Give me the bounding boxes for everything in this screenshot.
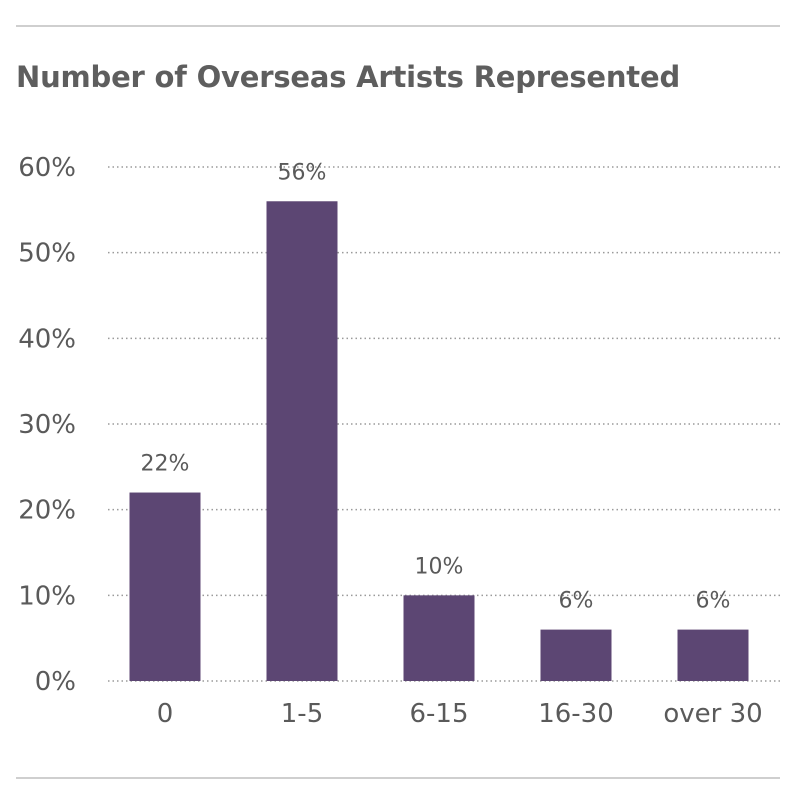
data-label: 56%: [278, 160, 327, 185]
x-tick-label: 0: [157, 699, 174, 729]
top-divider: [16, 25, 780, 27]
y-tick-label: 0%: [35, 667, 76, 697]
y-tick-label: 30%: [18, 410, 76, 440]
y-tick-label: 20%: [18, 496, 76, 526]
data-label: 10%: [415, 554, 464, 579]
bar: [129, 492, 201, 681]
x-tick-label: over 30: [663, 699, 762, 729]
bar: [540, 629, 612, 681]
x-axis-ticks: 0 1-5 6-15 16-30 over 30: [157, 699, 763, 729]
bars: [129, 201, 749, 681]
x-tick-label: 1-5: [281, 699, 323, 729]
bar: [266, 201, 338, 681]
data-labels: 22% 56% 10% 6% 6%: [141, 160, 731, 613]
bar: [677, 629, 749, 681]
data-label: 6%: [559, 589, 594, 614]
y-tick-label: 40%: [18, 324, 76, 354]
y-tick-label: 10%: [18, 581, 76, 611]
y-tick-label: 50%: [18, 239, 76, 269]
chart-title: Number of Overseas Artists Represented: [16, 60, 681, 94]
bottom-divider: [16, 777, 780, 779]
y-axis-ticks: 0% 10% 20% 30% 40% 50% 60%: [18, 153, 76, 697]
x-tick-label: 6-15: [409, 699, 468, 729]
data-label: 22%: [141, 452, 190, 477]
y-tick-label: 60%: [18, 153, 76, 183]
data-label: 6%: [696, 589, 731, 614]
x-tick-label: 16-30: [538, 699, 614, 729]
bar: [403, 595, 475, 681]
